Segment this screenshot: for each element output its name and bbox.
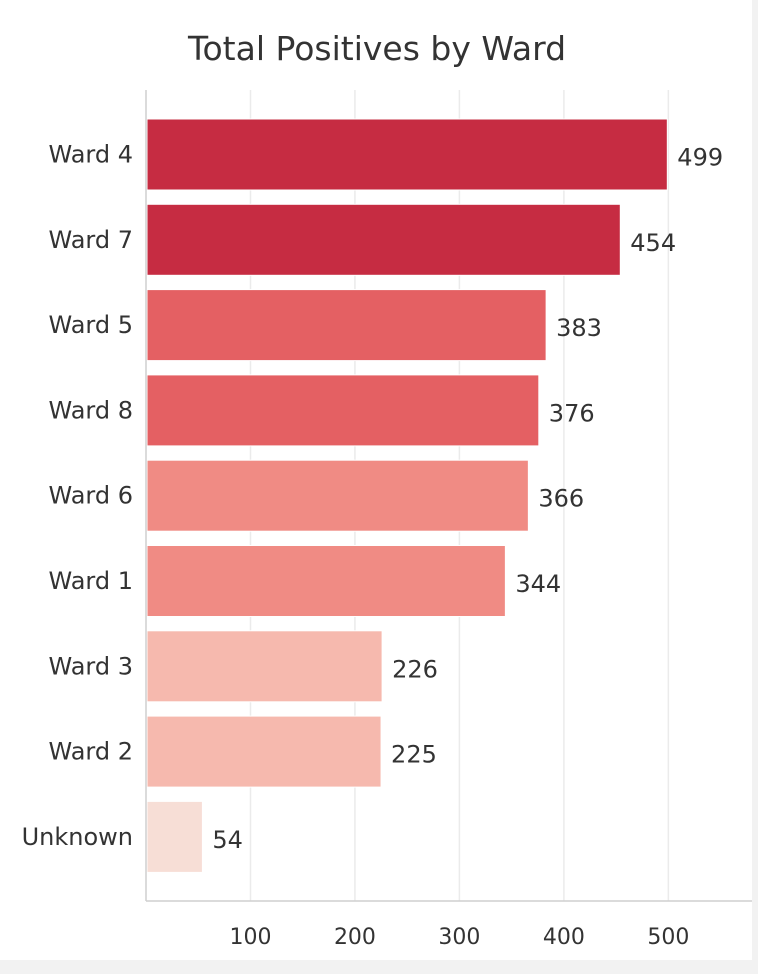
x-tick-label: 500 — [647, 925, 689, 950]
category-labels: Ward 4 Ward 7 Ward 5 Ward 8 Ward 6 Ward 1 Ward… — [22, 141, 133, 851]
category-label: Ward 2 — [49, 738, 133, 766]
x-tick-labels: 100 200 300 400 500 — [229, 925, 689, 950]
value-label: 383 — [556, 314, 602, 342]
bar — [146, 203, 621, 276]
chart-card: Total Positives by Ward Ward 4 Ward 7 Ward… — [0, 0, 752, 960]
category-label: Unknown — [22, 823, 133, 851]
value-label: 376 — [549, 399, 595, 427]
category-label: Ward 6 — [49, 482, 133, 510]
x-tick-label: 100 — [229, 925, 271, 950]
value-label: 54 — [212, 826, 243, 854]
bar — [146, 715, 382, 788]
value-labels: 499 454 383 376 366 344 226 225 54 — [212, 144, 723, 854]
bar — [146, 118, 668, 191]
bars — [146, 118, 668, 873]
x-tick-label: 300 — [438, 925, 480, 950]
bar — [146, 630, 383, 703]
value-label: 366 — [538, 485, 584, 513]
value-label: 454 — [630, 229, 676, 257]
category-label: Ward 8 — [49, 396, 133, 424]
bar — [146, 374, 540, 447]
category-label: Ward 5 — [49, 311, 133, 339]
value-label: 226 — [392, 655, 438, 683]
bar — [146, 289, 547, 362]
category-label: Ward 1 — [49, 567, 133, 595]
value-label: 344 — [515, 570, 561, 598]
axes — [145, 90, 752, 902]
category-label: Ward 3 — [49, 652, 133, 680]
category-label: Ward 4 — [49, 141, 133, 169]
category-label: Ward 7 — [49, 226, 133, 254]
x-tick-label: 400 — [543, 925, 585, 950]
x-tick-label: 200 — [334, 925, 376, 950]
value-label: 225 — [391, 741, 437, 769]
chart-title: Total Positives by Ward — [187, 29, 566, 68]
value-label: 499 — [677, 144, 723, 172]
bar — [146, 545, 506, 617]
bar — [146, 459, 529, 532]
bar — [146, 800, 203, 873]
